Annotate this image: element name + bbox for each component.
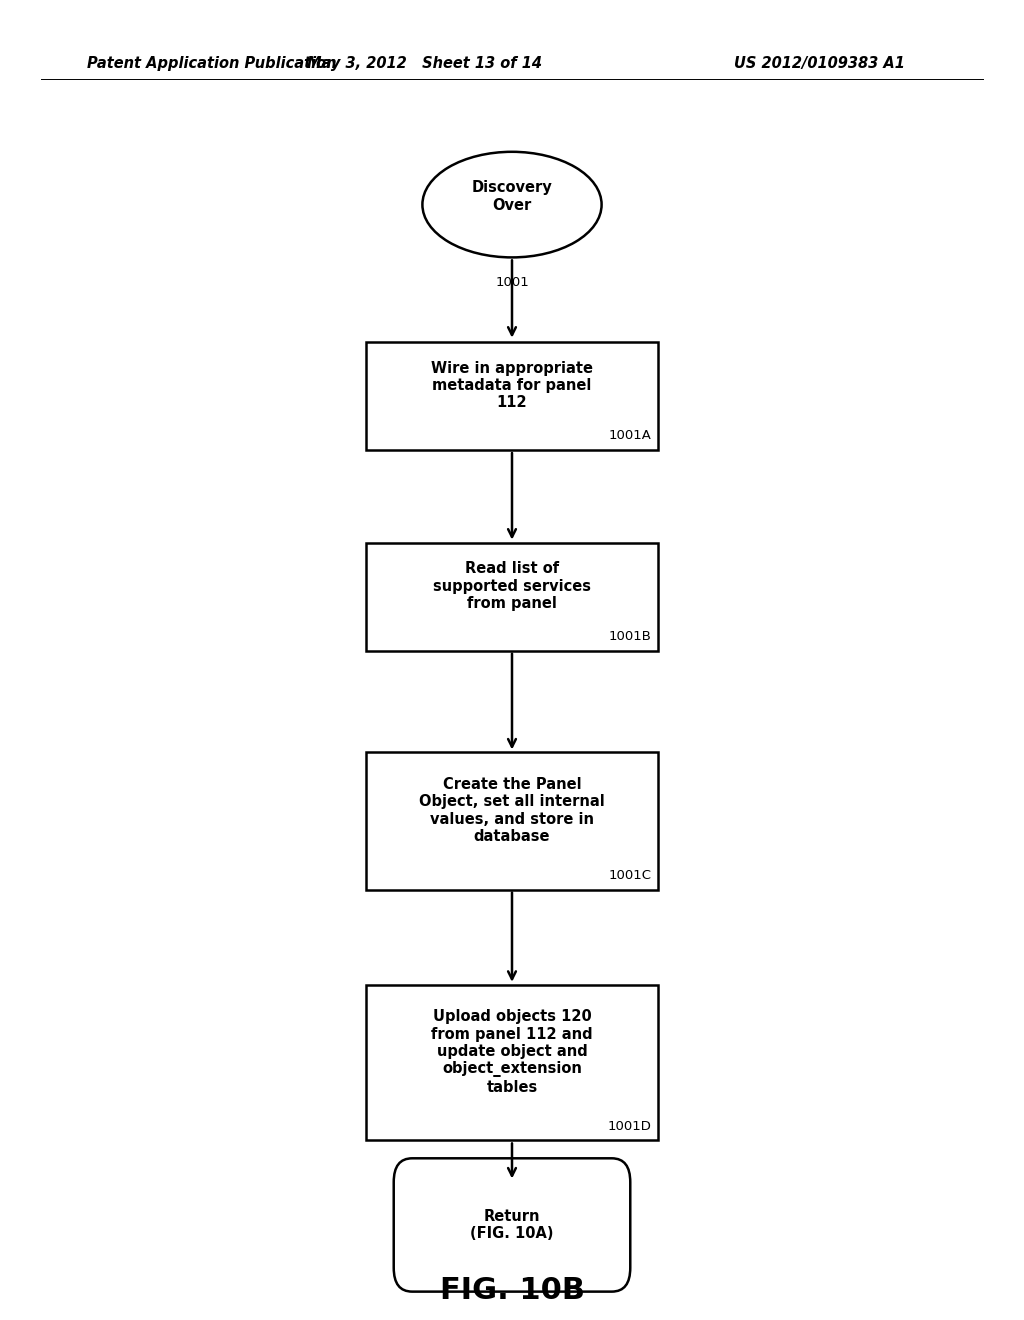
Text: 1001: 1001	[496, 276, 528, 289]
Text: 1001C: 1001C	[609, 870, 651, 882]
Text: Read list of
supported services
from panel: Read list of supported services from pan…	[433, 561, 591, 611]
Text: 1001A: 1001A	[609, 429, 651, 442]
Text: Discovery
Over: Discovery Over	[472, 181, 552, 213]
Text: FIG. 10B: FIG. 10B	[439, 1276, 585, 1305]
Text: 1001D: 1001D	[608, 1119, 651, 1133]
Text: Patent Application Publication: Patent Application Publication	[87, 55, 337, 71]
Text: US 2012/0109383 A1: US 2012/0109383 A1	[734, 55, 904, 71]
Text: 1001B: 1001B	[609, 630, 651, 643]
Text: Create the Panel
Object, set all internal
values, and store in
database: Create the Panel Object, set all interna…	[419, 777, 605, 843]
Text: Upload objects 120
from panel 112 and
update object and
object_extension
tables: Upload objects 120 from panel 112 and up…	[431, 1010, 593, 1094]
Text: Return
(FIG. 10A): Return (FIG. 10A)	[470, 1209, 554, 1241]
Text: May 3, 2012   Sheet 13 of 14: May 3, 2012 Sheet 13 of 14	[307, 55, 543, 71]
Text: Wire in appropriate
metadata for panel
112: Wire in appropriate metadata for panel 1…	[431, 360, 593, 411]
